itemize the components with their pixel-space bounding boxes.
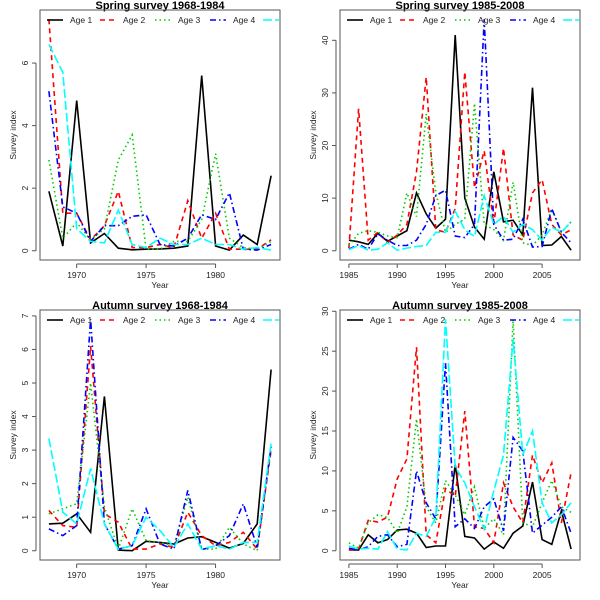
y-tick-label: 4 — [20, 123, 30, 128]
chart-panel-4: Autumn survey 1985-2008 1985 1990 1995 2000 2… — [308, 300, 581, 590]
y-tick-label: 3 — [20, 447, 30, 452]
y-axis-label: Survey index — [308, 110, 318, 160]
legend-label-1: Age 1 — [370, 315, 392, 325]
x-tick-label: 1985 — [339, 270, 358, 280]
plot-frame — [339, 309, 581, 561]
y-tick-label: 30 — [320, 88, 330, 98]
y-tick-label: 0 — [20, 548, 30, 553]
legend-label-1: Age 1 — [70, 15, 92, 25]
y-axis-label: Survey index — [8, 410, 18, 460]
legend-label-4: Age 4 — [233, 315, 255, 325]
x-tick-label: 1990 — [388, 570, 407, 580]
series-line-4 — [48, 319, 272, 551]
y-tick-label: 1 — [20, 515, 30, 520]
x-tick-label: 1980 — [206, 570, 225, 580]
plot-frame — [39, 309, 281, 561]
x-tick-label: 1970 — [67, 270, 86, 280]
x-axis-label: Year — [451, 580, 468, 590]
y-tick-label: 40 — [320, 35, 330, 45]
y-tick-label: 30 — [320, 306, 330, 316]
x-tick-label: 1970 — [67, 570, 86, 580]
plot-frame — [339, 9, 581, 261]
chart-title: Spring survey 1985-2008 — [395, 0, 524, 12]
legend: Age 1 Age 2 Age 3 Age 4 — [347, 315, 579, 325]
legend-label-3: Age 3 — [478, 15, 500, 25]
y-tick-label: 10 — [320, 466, 330, 476]
y-tick-label: 0 — [20, 248, 30, 253]
chart-panel-3: Autumn survey 1968-1984 1970 1975 1980 Year 0… — [8, 300, 281, 590]
y-tick-label: 0 — [320, 248, 330, 253]
y-tick-label: 20 — [320, 141, 330, 151]
series-line-1 — [48, 75, 272, 252]
y-tick-label: 0 — [320, 548, 330, 553]
series-line-4 — [48, 91, 272, 251]
x-tick-label: 1975 — [137, 570, 156, 580]
series-line-5 — [48, 43, 272, 251]
x-tick-label: 2005 — [533, 270, 552, 280]
x-axis-label: Year — [151, 280, 168, 290]
y-tick-label: 5 — [320, 508, 330, 513]
y-tick-label: 2 — [20, 481, 30, 486]
legend-label-4: Age 4 — [533, 15, 555, 25]
y-tick-label: 7 — [20, 313, 30, 318]
series-line-1 — [348, 464, 572, 551]
legend-label-4: Age 4 — [533, 315, 555, 325]
legend-label-3: Age 3 — [478, 315, 500, 325]
legend-label-2: Age 2 — [123, 315, 145, 325]
x-tick-label: 2005 — [533, 570, 552, 580]
series-line-2 — [348, 347, 572, 551]
series-line-2 — [48, 19, 272, 250]
x-tick-label: 2000 — [484, 270, 503, 280]
legend-label-2: Age 2 — [423, 315, 445, 325]
chart-panel-1: Spring survey 1968-1984 1970 1975 1980 Year 0… — [8, 0, 281, 290]
legend: Age 1 Age 2 Age 3 Age 4 — [47, 15, 279, 25]
x-tick-label: 2000 — [484, 570, 503, 580]
legend-label-2: Age 2 — [423, 15, 445, 25]
legend: Age 1 Age 2 Age 3 Age 4 — [47, 315, 279, 325]
chart-panel-2: Spring survey 1985-2008 1985 1990 1995 2000 2… — [308, 0, 581, 290]
series-line-5 — [48, 438, 272, 551]
x-axis-label: Year — [151, 580, 168, 590]
chart-title: Autumn survey 1968-1984 — [92, 300, 229, 312]
x-tick-label: 1975 — [137, 270, 156, 280]
y-axis-label: Survey index — [308, 410, 318, 460]
y-tick-label: 6 — [20, 347, 30, 352]
x-tick-label: 1980 — [206, 270, 225, 280]
chart-title: Autumn survey 1985-2008 — [392, 300, 528, 312]
y-tick-label: 4 — [20, 414, 30, 419]
y-tick-label: 10 — [320, 193, 330, 203]
chart-title: Spring survey 1968-1984 — [95, 0, 225, 12]
series-line-5 — [348, 319, 572, 551]
y-tick-label: 2 — [20, 186, 30, 191]
y-tick-label: 15 — [320, 426, 330, 436]
series-line-3 — [48, 382, 272, 552]
series-line-2 — [348, 71, 572, 249]
series-line-4 — [348, 19, 572, 251]
series-line-4 — [348, 363, 572, 551]
legend-label-2: Age 2 — [123, 15, 145, 25]
y-tick-label: 25 — [320, 346, 330, 356]
series-line-1 — [348, 34, 572, 251]
legend-label-1: Age 1 — [70, 315, 92, 325]
series-line-2 — [48, 346, 272, 552]
plot-frame — [39, 9, 281, 261]
legend-label-1: Age 1 — [370, 15, 392, 25]
y-tick-label: 5 — [20, 380, 30, 385]
series-line-3 — [48, 132, 272, 251]
y-tick-label: 6 — [20, 60, 30, 65]
legend: Age 1 Age 2 Age 3 Age 4 — [347, 15, 579, 25]
y-tick-label: 20 — [320, 386, 330, 396]
x-tick-label: 1985 — [339, 570, 358, 580]
series-line-5 — [348, 192, 572, 252]
series-line-3 — [348, 319, 572, 550]
y-axis-label: Survey index — [8, 110, 18, 160]
x-tick-label: 1995 — [436, 270, 455, 280]
legend-label-3: Age 3 — [178, 315, 200, 325]
x-tick-label: 1990 — [388, 270, 407, 280]
x-tick-label: 1995 — [436, 570, 455, 580]
legend-label-3: Age 3 — [178, 15, 200, 25]
x-axis-label: Year — [451, 280, 468, 290]
legend-label-4: Age 4 — [233, 15, 255, 25]
